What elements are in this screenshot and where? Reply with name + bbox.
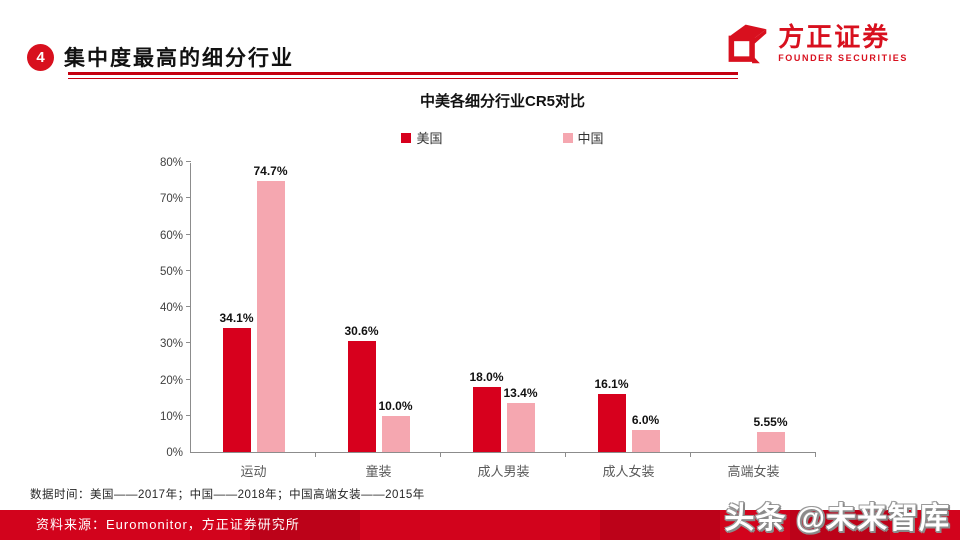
category-label: 成人男装 xyxy=(477,464,530,479)
y-axis-tick xyxy=(186,306,191,307)
founder-cube-icon xyxy=(728,24,767,64)
y-axis-label: 80% xyxy=(159,157,183,169)
y-axis-label: 10% xyxy=(159,410,183,423)
category-label: 成人女装 xyxy=(602,464,655,479)
bar-group: 18.0% 13.4% 成人男装 xyxy=(441,163,566,479)
title-underline xyxy=(68,72,738,75)
x-axis-tick xyxy=(815,452,816,457)
founder-securities-logo: 方正证券 FOUNDER SECURITIES xyxy=(723,20,908,66)
y-axis-label: 60% xyxy=(159,229,183,242)
bar-value-label: 18.0% xyxy=(469,369,504,384)
bar-value-label: 16.1% xyxy=(594,376,629,391)
bar-value-label: 34.1% xyxy=(219,311,254,326)
data-period-note: 数据时间：美国——2017年；中国——2018年；中国高端女装——2015年 xyxy=(30,489,425,501)
bar-group: 34.1% 74.7% 运动 xyxy=(191,163,316,479)
bar-value-label: 30.6% xyxy=(344,324,379,339)
y-axis-label: 30% xyxy=(159,338,183,351)
logo-chinese-name: 方正证券 xyxy=(778,21,891,52)
band-decor xyxy=(250,510,360,540)
y-axis-tick xyxy=(186,197,191,199)
chart-title: 中美各细分行业CR5对比 xyxy=(419,93,585,110)
legend-label: 中国 xyxy=(577,131,604,146)
band-decor xyxy=(600,510,720,540)
title-underline-thin xyxy=(68,78,738,79)
chart-legend: 美国 中国 xyxy=(190,128,815,147)
bar-group: 5.55% 高端女装 xyxy=(691,163,816,479)
bar-value-label: 5.55% xyxy=(753,414,788,429)
legend-label: 美国 xyxy=(416,131,443,146)
bar-中国-运动: 74.7% xyxy=(253,164,288,452)
y-axis-tick xyxy=(186,233,191,235)
bar-value-label: 74.7% xyxy=(253,164,288,179)
category-label: 运动 xyxy=(240,464,267,479)
y-axis-label: 50% xyxy=(159,265,183,278)
x-axis-tick xyxy=(440,452,441,457)
bar-value-label: 6.0% xyxy=(631,413,660,428)
x-axis-tick xyxy=(315,452,316,457)
plot-area: 0% 10% 20% 30% 40% 50% 60% 70% 80% 34.1% 74.7% 运动 30… xyxy=(160,157,816,479)
bar-group: 16.1% 6.0% 成人女装 xyxy=(566,163,691,479)
footer-red-band: 资料来源：Euromonitor，方正证券研究所 xyxy=(0,510,960,540)
bar-group: 30.6% 10.0% 童装 xyxy=(316,163,441,479)
bar-中国-成人女装: 6.0% xyxy=(631,413,660,452)
y-axis-label: 0% xyxy=(166,447,183,459)
y-axis-label: 20% xyxy=(159,374,183,387)
y-axis-tick xyxy=(186,342,191,344)
bar-美国-成人男装: 18.0% xyxy=(469,370,504,452)
category-label: 童装 xyxy=(365,464,392,479)
page-title: 集中度最高的细分行业 xyxy=(64,47,294,70)
legend-swatch xyxy=(562,132,573,143)
x-axis-tick xyxy=(690,452,691,457)
bar-美国-运动: 34.1% xyxy=(219,311,254,452)
y-axis-label: 40% xyxy=(159,302,183,314)
bar-value-label: 13.4% xyxy=(503,386,538,401)
y-axis-tick xyxy=(186,161,191,162)
legend-swatch xyxy=(401,132,412,143)
x-axis-tick xyxy=(565,452,566,457)
source-note: 资料来源：Euromonitor，方正证券研究所 xyxy=(36,517,300,532)
y-axis-tick xyxy=(186,414,191,416)
bar-中国-高端女装: 5.55% xyxy=(753,415,788,452)
bar-美国-成人女装: 16.1% xyxy=(594,377,629,452)
bar-美国-童装: 30.6% xyxy=(344,324,379,452)
bar-中国-成人男装: 13.4% xyxy=(503,386,538,452)
y-axis-tick xyxy=(186,269,191,271)
bar-value-label: 10.0% xyxy=(378,398,413,413)
section-number-badge: 4 xyxy=(27,44,54,71)
legend-item-中国: 中国 xyxy=(562,128,604,147)
y-axis-label: 70% xyxy=(159,193,183,206)
y-axis-tick xyxy=(186,378,191,380)
legend-item-美国: 美国 xyxy=(401,128,443,147)
logo-english-name: FOUNDER SECURITIES xyxy=(778,53,908,64)
toutiao-watermark: 头条 @未来智库 xyxy=(724,502,950,535)
bar-中国-童装: 10.0% xyxy=(378,399,413,452)
band-decor xyxy=(790,510,890,540)
category-label: 高端女装 xyxy=(727,464,780,479)
